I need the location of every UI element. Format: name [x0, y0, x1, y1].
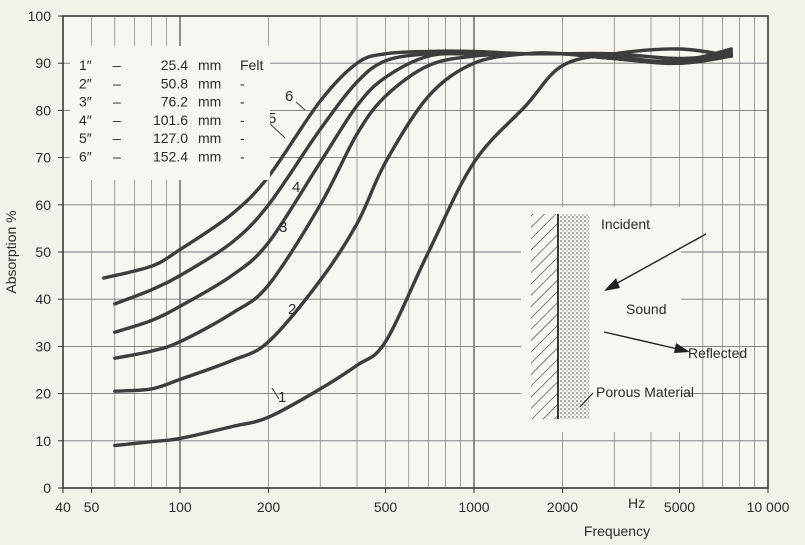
legend-background [70, 46, 270, 180]
reflected-arrow [603, 331, 683, 351]
x-tick-label: 50 [84, 499, 100, 515]
y-tick-label: 60 [35, 197, 51, 213]
series-leader-1 [271, 387, 280, 400]
legend-entry-dash: – [113, 149, 121, 165]
legend-entry-suffix: - [240, 149, 245, 165]
series-label-3: 3 [279, 219, 287, 236]
legend-entry-suffix: Felt [240, 57, 263, 73]
y-tick-label: 40 [35, 291, 51, 307]
series-line-4 [113, 51, 733, 334]
x-tick-label: 5000 [664, 499, 695, 515]
x-axis-title: Frequency [584, 523, 650, 539]
legend-entry-value: 76.2 [161, 94, 188, 110]
series-layer [102, 47, 733, 448]
incident-arrowhead [604, 278, 620, 291]
series-label-4: 4 [292, 179, 300, 196]
legend-entry-unit: mm [198, 75, 221, 91]
legend-entry-suffix: - [240, 112, 245, 128]
legend-entry-number: 4″ [79, 112, 92, 128]
series-label-1: 1 [278, 389, 286, 406]
inset-sound-label: Sound [626, 301, 666, 317]
y-tick-label: 30 [35, 338, 51, 354]
y-tick-label: 0 [43, 480, 51, 496]
legend-entry-value: 101.6 [153, 112, 188, 128]
inset-reflected-label: Reflected [688, 345, 747, 361]
x-tick-label: 200 [257, 499, 281, 515]
wall-hatch [531, 214, 558, 419]
legend-entry-value: 25.4 [161, 57, 188, 73]
x-tick-label: 2000 [547, 499, 578, 515]
legend-entry-unit: mm [198, 130, 221, 146]
inset-incident-label: Incident [601, 216, 650, 232]
legend-entry-number: 1″ [79, 57, 92, 73]
tick-labels: 40 50 100 200 500 1000 2000 5000 10 000 0 10 20 30 40… [28, 8, 790, 515]
legend-entry-dash: – [113, 130, 121, 146]
legend: 1″ – 25.4 mm Felt 2″ – 50.8 mm - 3″ – 76.2 mm - 4″ – 101.… [70, 46, 270, 180]
y-tick-label: 50 [35, 244, 51, 260]
y-tick-label: 20 [35, 386, 51, 402]
inset-diagram: Incident Sound Reflected Porous Material [521, 207, 747, 432]
legend-entry-value: 127.0 [153, 130, 188, 146]
x-tick-label: 10 000 [747, 499, 790, 515]
legend-entry-dash: – [113, 57, 121, 73]
y-tick-label: 10 [35, 433, 51, 449]
x-tick-label: 1000 [458, 499, 489, 515]
y-tick-label: 100 [28, 8, 52, 24]
legend-entry-unit: mm [198, 57, 221, 73]
legend-entry-number: 2″ [79, 75, 92, 91]
legend-entry-dash: – [113, 112, 121, 128]
series-label-2: 2 [288, 301, 296, 318]
legend-entry-number: 3″ [79, 94, 92, 110]
legend-entry-number: 6″ [79, 149, 92, 165]
x-tick-label: 100 [168, 499, 192, 515]
series-label-6: 6 [285, 88, 293, 105]
x-tick-label: 40 [55, 499, 71, 515]
legend-entry-number: 5″ [79, 130, 92, 146]
legend-entry-dash: – [113, 75, 121, 91]
inset-material-label: Porous Material [596, 384, 694, 400]
legend-entry-unit: mm [198, 112, 221, 128]
legend-entry-value: 50.8 [161, 75, 188, 91]
material-leader [579, 392, 594, 408]
x-axis-unit: Hz [628, 495, 645, 511]
series-line-6 [102, 47, 733, 280]
y-tick-label: 70 [35, 150, 51, 166]
y-tick-label: 80 [35, 102, 51, 118]
legend-entry-unit: mm [198, 149, 221, 165]
legend-entry-suffix: - [240, 94, 245, 110]
y-tick-label: 90 [35, 55, 51, 71]
legend-entry-unit: mm [198, 94, 221, 110]
series-leader-6 [295, 101, 306, 111]
legend-entry-dash: – [113, 94, 121, 110]
legend-entry-suffix: - [240, 130, 245, 146]
series-label-5: 5 [268, 110, 276, 127]
porous-layer [560, 214, 589, 419]
x-tick-label: 500 [374, 499, 398, 515]
incident-arrow [611, 233, 707, 287]
legend-entry-value: 152.4 [153, 149, 188, 165]
legend-entry-suffix: - [240, 75, 245, 91]
reflected-arrowhead [674, 343, 690, 353]
y-axis-title: Absorption % [3, 210, 19, 293]
